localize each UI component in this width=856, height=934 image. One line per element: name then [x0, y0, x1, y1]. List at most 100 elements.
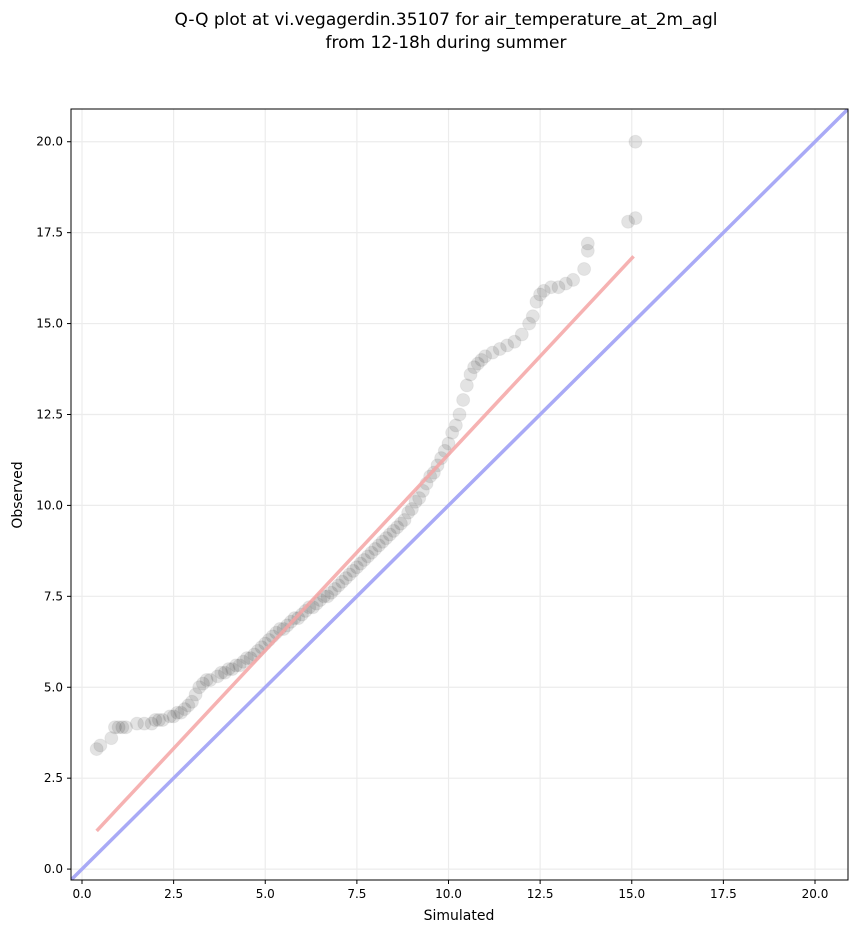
- x-tick-label: 2.5: [164, 887, 183, 901]
- quantile-point: [225, 662, 240, 677]
- quantile-point: [232, 658, 247, 673]
- y-tick-label: 0.0: [44, 862, 63, 876]
- quantile-point: [199, 672, 214, 687]
- quantile-point: [397, 512, 412, 527]
- quantile-point: [558, 276, 573, 291]
- quantile-point: [379, 531, 394, 546]
- quantile-point: [485, 345, 500, 360]
- quantile-point: [342, 567, 357, 582]
- quantile-point: [228, 658, 243, 673]
- y-tick-label: 12.5: [36, 407, 63, 421]
- plot-frame: [70, 108, 849, 881]
- quantile-point: [368, 542, 383, 557]
- quantile-point: [536, 283, 551, 298]
- quantile-point: [129, 716, 144, 731]
- quantile-point: [111, 720, 126, 735]
- quantile-point: [188, 687, 203, 702]
- quantile-point: [456, 392, 471, 407]
- quantile-point: [302, 600, 317, 615]
- quantile-point: [364, 545, 379, 560]
- quantile-point: [327, 582, 342, 597]
- quantile-point: [294, 607, 309, 622]
- y-tick-label: 20.0: [36, 135, 63, 149]
- quantile-point: [408, 494, 423, 509]
- quantile-point: [404, 502, 419, 517]
- quantile-point: [382, 527, 397, 542]
- quantile-point: [137, 716, 152, 731]
- quantile-point: [115, 720, 130, 735]
- quantile-point: [375, 534, 390, 549]
- quantile-point: [118, 720, 133, 735]
- quantile-point: [500, 338, 515, 353]
- quantile-point: [401, 505, 416, 520]
- quantile-point: [291, 611, 306, 626]
- quantile-point: [441, 436, 456, 451]
- quantile-point: [239, 651, 254, 666]
- quantile-point: [360, 549, 375, 564]
- quantile-point: [217, 665, 232, 680]
- y-axis-label: Observed: [10, 461, 26, 528]
- quantile-point: [445, 425, 460, 440]
- quantile-point: [577, 262, 592, 277]
- quantile-point: [298, 603, 313, 618]
- quantile-point: [170, 705, 185, 720]
- quantile-point: [452, 407, 467, 422]
- quantile-point: [525, 309, 540, 324]
- quantile-point: [184, 694, 199, 709]
- quantile-point: [580, 236, 595, 251]
- quantile-point: [459, 378, 474, 393]
- quantile-point: [195, 676, 210, 691]
- quantile-point: [151, 712, 166, 727]
- quantile-point: [470, 356, 485, 371]
- grid: [71, 109, 848, 880]
- quantile-point: [628, 211, 643, 226]
- quantile-point: [155, 712, 170, 727]
- quantile-point: [166, 709, 181, 724]
- quantile-point: [338, 571, 353, 586]
- quantile-point: [566, 272, 581, 287]
- quantile-point: [173, 705, 188, 720]
- quantile-point: [463, 367, 478, 382]
- quantile-point: [371, 538, 386, 553]
- quantile-point: [386, 523, 401, 538]
- quantile-point: [162, 709, 177, 724]
- quantile-point: [236, 654, 251, 669]
- identity-line: [71, 109, 848, 880]
- quantile-point: [203, 672, 218, 687]
- quantile-point: [93, 738, 108, 753]
- quantile-point: [448, 418, 463, 433]
- quantile-point: [181, 698, 196, 713]
- quantile-point: [621, 214, 636, 229]
- x-tick-label: 20.0: [802, 887, 829, 901]
- chart-title-line-1: Q-Q plot at vi.vegagerdin.35107 for air_…: [174, 10, 717, 30]
- chart-title-line-2: from 12-18h during summer: [326, 33, 567, 53]
- quantile-point: [492, 342, 507, 357]
- quantile-point: [412, 491, 427, 506]
- y-tick-label: 2.5: [44, 771, 63, 785]
- quantile-point: [210, 669, 225, 684]
- fit-line: [95, 255, 635, 833]
- quantile-point: [104, 731, 119, 746]
- quantile-point: [331, 578, 346, 593]
- quantile-point: [89, 742, 104, 757]
- quantile-point: [353, 556, 368, 571]
- quantile-point: [522, 316, 537, 331]
- quantile-point: [478, 349, 493, 364]
- quantile-point: [107, 720, 122, 735]
- x-tick-label: 7.5: [347, 887, 366, 901]
- x-tick-label: 17.5: [710, 887, 737, 901]
- quantile-point: [390, 520, 405, 535]
- quantile-point: [144, 716, 159, 731]
- quantile-point: [533, 287, 548, 302]
- x-tick-label: 12.5: [527, 887, 554, 901]
- quantile-point: [214, 665, 229, 680]
- y-tick-label: 15.0: [36, 317, 63, 331]
- x-tick-label: 10.0: [435, 887, 462, 901]
- quantile-point: [320, 589, 335, 604]
- y-tick-label: 5.0: [44, 680, 63, 694]
- x-tick-label: 5.0: [256, 887, 275, 901]
- quantile-point: [551, 280, 566, 295]
- quantile-point: [335, 574, 350, 589]
